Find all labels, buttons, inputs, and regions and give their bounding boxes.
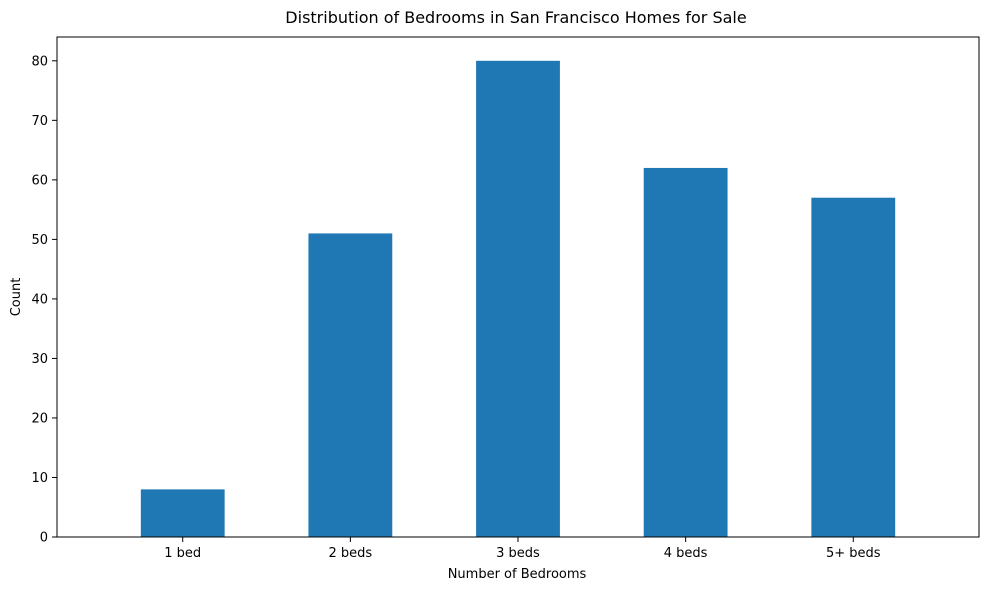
y-axis-ticks: 0 10 20 30 40 50 60 70 80 bbox=[31, 54, 57, 546]
x-axis-label: Number of Bedrooms bbox=[448, 567, 587, 582]
x-tick-label-1: 2 beds bbox=[329, 546, 373, 561]
chart-title: Distribution of Bedrooms in San Francisc… bbox=[285, 8, 746, 27]
y-tick-label-8: 80 bbox=[31, 54, 48, 69]
y-tick-label-7: 70 bbox=[31, 114, 48, 129]
y-tick-label-1: 10 bbox=[31, 471, 48, 486]
y-tick-label-3: 30 bbox=[31, 352, 48, 367]
y-tick-label-6: 60 bbox=[31, 173, 48, 188]
x-tick-label-2: 3 beds bbox=[496, 546, 540, 561]
bar-1 bbox=[308, 233, 393, 537]
y-tick-label-2: 20 bbox=[31, 411, 48, 426]
y-tick-label-0: 0 bbox=[40, 531, 48, 546]
x-tick-label-4: 5+ beds bbox=[826, 546, 881, 561]
bar-2 bbox=[476, 60, 560, 538]
bar-3 bbox=[643, 167, 728, 537]
y-axis-label: Count bbox=[9, 278, 24, 317]
bar-4 bbox=[811, 197, 896, 537]
x-axis-ticks: 1 bed 2 beds 3 beds 4 beds 5+ beds bbox=[164, 537, 881, 561]
y-tick-label-4: 40 bbox=[31, 292, 48, 307]
y-tick-label-5: 50 bbox=[31, 233, 48, 248]
x-tick-label-3: 4 beds bbox=[664, 546, 708, 561]
bar-0 bbox=[140, 489, 225, 537]
plot-frame bbox=[56, 36, 980, 538]
x-tick-label-0: 1 bed bbox=[164, 546, 201, 561]
bars-group bbox=[140, 60, 896, 538]
